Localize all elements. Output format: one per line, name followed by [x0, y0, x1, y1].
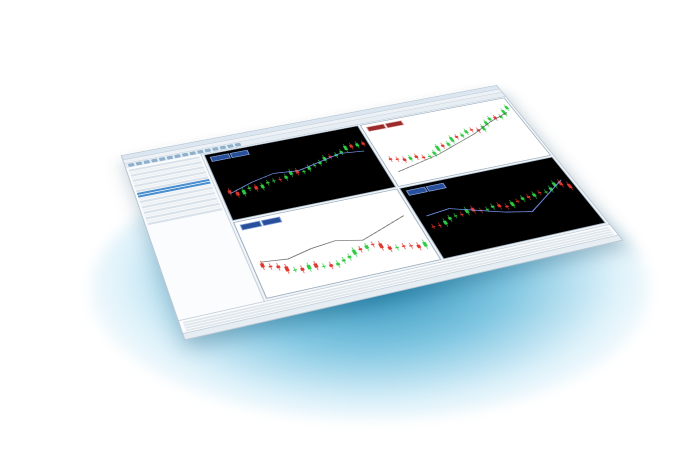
candle-body [532, 193, 537, 197]
candle-body [284, 176, 288, 179]
candle-body [422, 156, 426, 158]
candle-body [504, 106, 509, 109]
candle-body [343, 146, 348, 151]
candle-body [454, 215, 458, 217]
candle-body [449, 137, 455, 142]
candle-body [487, 118, 492, 121]
candle-body [435, 146, 441, 151]
candle-body [520, 197, 525, 200]
candle-body [526, 196, 530, 198]
candle-body [460, 214, 464, 216]
candle-body [460, 134, 465, 137]
candle-body [414, 155, 419, 158]
candle-body [509, 202, 515, 206]
candle-body [284, 266, 290, 271]
candle-body [336, 263, 341, 266]
candle-body [402, 158, 407, 161]
candle-body [378, 243, 384, 248]
candle-body [349, 144, 354, 147]
candle-body [396, 158, 400, 160]
candle-body [358, 248, 362, 250]
candle-body [402, 245, 406, 247]
candle-body [408, 157, 413, 160]
candle-body [241, 190, 246, 195]
moving-average-line [254, 216, 413, 265]
candle-body [260, 184, 265, 188]
candle-body [361, 142, 365, 145]
candle-body [428, 156, 432, 158]
candle-body [352, 249, 358, 254]
candle-body [480, 126, 486, 131]
candle-body [446, 143, 451, 146]
candle-body [300, 268, 305, 271]
candle-body [329, 264, 334, 267]
candle-body [266, 182, 270, 184]
candle-body [490, 205, 494, 207]
candle-body [313, 263, 318, 268]
candle-body [306, 265, 311, 270]
candle-body [566, 184, 572, 189]
candle-body [342, 259, 346, 262]
candle-body [364, 245, 369, 249]
candle-body [247, 187, 251, 189]
candle-body [254, 186, 259, 190]
candle-body [516, 201, 520, 203]
candle-body [505, 205, 509, 207]
candle-body [260, 263, 265, 268]
candle-body [455, 136, 459, 138]
candle-body [432, 152, 437, 155]
candle-body [422, 242, 428, 247]
candle-body [538, 192, 542, 194]
candle-body [355, 143, 360, 146]
candle-body [448, 217, 453, 220]
candle-body [497, 204, 502, 207]
candle-body [302, 171, 306, 173]
candle-body [441, 144, 445, 147]
candle-body [235, 192, 240, 196]
candle-body [387, 246, 392, 250]
candle-body [443, 221, 448, 225]
candle-body [416, 244, 421, 248]
candle-body [544, 191, 548, 193]
candle-body [388, 158, 392, 160]
candle-body [464, 130, 469, 133]
candle-body [470, 129, 474, 131]
moving-average-line [377, 112, 533, 171]
candle-body [276, 265, 281, 268]
candle-body [485, 209, 489, 211]
candle-body [347, 256, 352, 259]
trading-platform-window [121, 85, 624, 340]
candles [420, 178, 581, 230]
candles [217, 140, 380, 199]
